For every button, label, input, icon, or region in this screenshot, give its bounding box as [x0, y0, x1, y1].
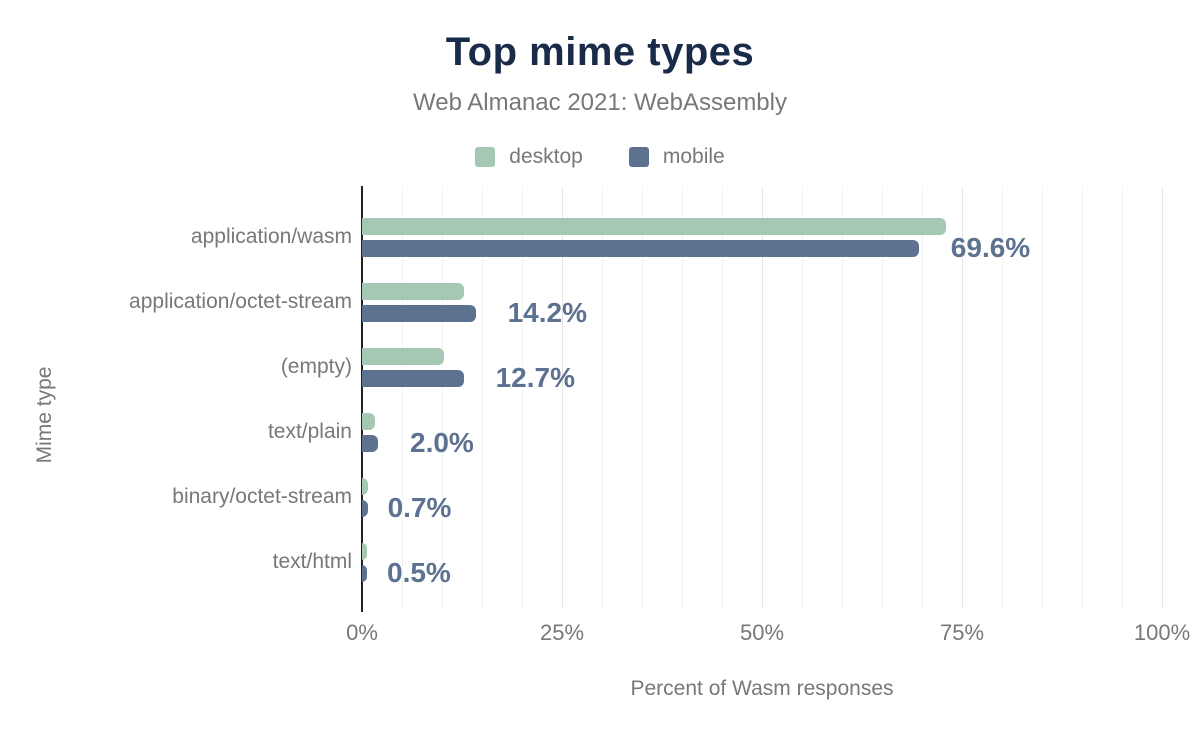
value-label-text/html: 0.5%: [387, 557, 451, 588]
bar-mobile-text/plain[interactable]: [362, 434, 378, 452]
value-label-application/wasm: 69.6%: [950, 232, 1031, 263]
legend-label-mobile: mobile: [662, 145, 725, 168]
minor-gridline: [921, 188, 923, 608]
value-label-binary/octet-stream: 0.7%: [387, 492, 452, 523]
minor-gridline: [1001, 188, 1003, 608]
category-label-binary/octet-stream: binary/octet-stream: [172, 485, 352, 508]
category-label-application/wasm: application/wasm: [190, 225, 352, 248]
y-axis-line: [361, 186, 363, 612]
minor-gridline: [1121, 188, 1123, 608]
minor-gridline: [401, 188, 403, 608]
chart-title: Top mime types: [445, 30, 755, 74]
minor-gridline: [681, 188, 683, 608]
plot-area: [361, 186, 1176, 612]
x-tick-25%: 25%: [539, 620, 585, 645]
bar-desktop-text/html[interactable]: [362, 542, 367, 560]
x-tick-100%: 100%: [1133, 620, 1191, 645]
x-tick-0%: 0%: [346, 620, 378, 645]
legend: desktop mobile: [0, 145, 1200, 169]
value-label-(empty): 12.7%: [495, 362, 575, 393]
minor-gridline: [721, 188, 723, 608]
major-gridline: [1161, 188, 1163, 608]
category-label-application/octet-stream: application/octet-stream: [129, 290, 352, 313]
minor-gridline: [601, 188, 603, 608]
minor-gridline: [521, 188, 523, 608]
x-tick-50%: 50%: [739, 620, 785, 645]
bar-mobile-text/html[interactable]: [362, 564, 367, 582]
minor-gridline: [441, 188, 443, 608]
legend-swatch-desktop-icon: [475, 147, 496, 167]
bar-desktop-application/wasm[interactable]: [362, 217, 946, 235]
minor-gridline: [801, 188, 803, 608]
major-gridline: [961, 188, 963, 608]
legend-swatch-mobile-icon: [628, 147, 649, 167]
x-axis-title: Percent of Wasm responses: [630, 677, 894, 700]
legend-item-mobile: mobile: [628, 145, 725, 169]
y-axis-title: Mime type: [33, 366, 56, 464]
bar-desktop-application/octet-stream[interactable]: [362, 282, 465, 300]
minor-gridline: [481, 188, 483, 608]
bar-mobile-application/wasm[interactable]: [362, 239, 919, 257]
category-label-text/html: text/html: [272, 550, 352, 573]
bar-desktop-binary/octet-stream[interactable]: [362, 477, 369, 495]
legend-label-desktop: desktop: [509, 145, 583, 168]
minor-gridline: [881, 188, 883, 608]
bar-mobile-(empty)[interactable]: [362, 369, 464, 387]
category-label-(empty): (empty): [280, 355, 352, 378]
minor-gridline: [641, 188, 643, 608]
chart-subtitle: Web Almanac 2021: WebAssembly: [413, 89, 787, 116]
x-tick-75%: 75%: [939, 620, 985, 645]
category-label-text/plain: text/plain: [267, 420, 352, 443]
minor-gridline: [841, 188, 843, 608]
bar-mobile-binary/octet-stream[interactable]: [362, 499, 368, 517]
bar-mobile-application/octet-stream[interactable]: [362, 304, 476, 322]
major-gridline: [761, 188, 763, 608]
value-label-text/plain: 2.0%: [410, 427, 474, 458]
value-label-application/octet-stream: 14.2%: [507, 297, 587, 328]
bar-desktop-text/plain[interactable]: [362, 412, 375, 430]
minor-gridline: [1041, 188, 1043, 608]
bar-desktop-(empty)[interactable]: [362, 347, 445, 365]
minor-gridline: [1081, 188, 1083, 608]
major-gridline: [561, 188, 563, 608]
legend-item-desktop: desktop: [475, 145, 583, 169]
